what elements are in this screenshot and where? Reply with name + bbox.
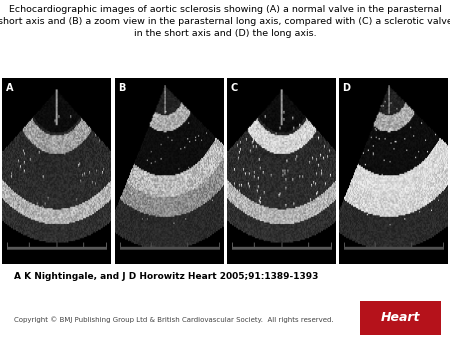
Text: Copyright © BMJ Publishing Group Ltd & British Cardiovascular Society.  All righ: Copyright © BMJ Publishing Group Ltd & B… xyxy=(14,316,333,323)
Text: A: A xyxy=(5,83,13,93)
Text: Heart: Heart xyxy=(381,311,420,324)
Text: C: C xyxy=(230,83,237,93)
Text: Echocardiographic images of aortic sclerosis showing (A) a normal valve in the p: Echocardiographic images of aortic scler… xyxy=(0,5,450,38)
Text: B: B xyxy=(118,83,125,93)
Text: D: D xyxy=(342,83,351,93)
Text: A K Nightingale, and J D Horowitz Heart 2005;91:1389-1393: A K Nightingale, and J D Horowitz Heart … xyxy=(14,272,318,281)
